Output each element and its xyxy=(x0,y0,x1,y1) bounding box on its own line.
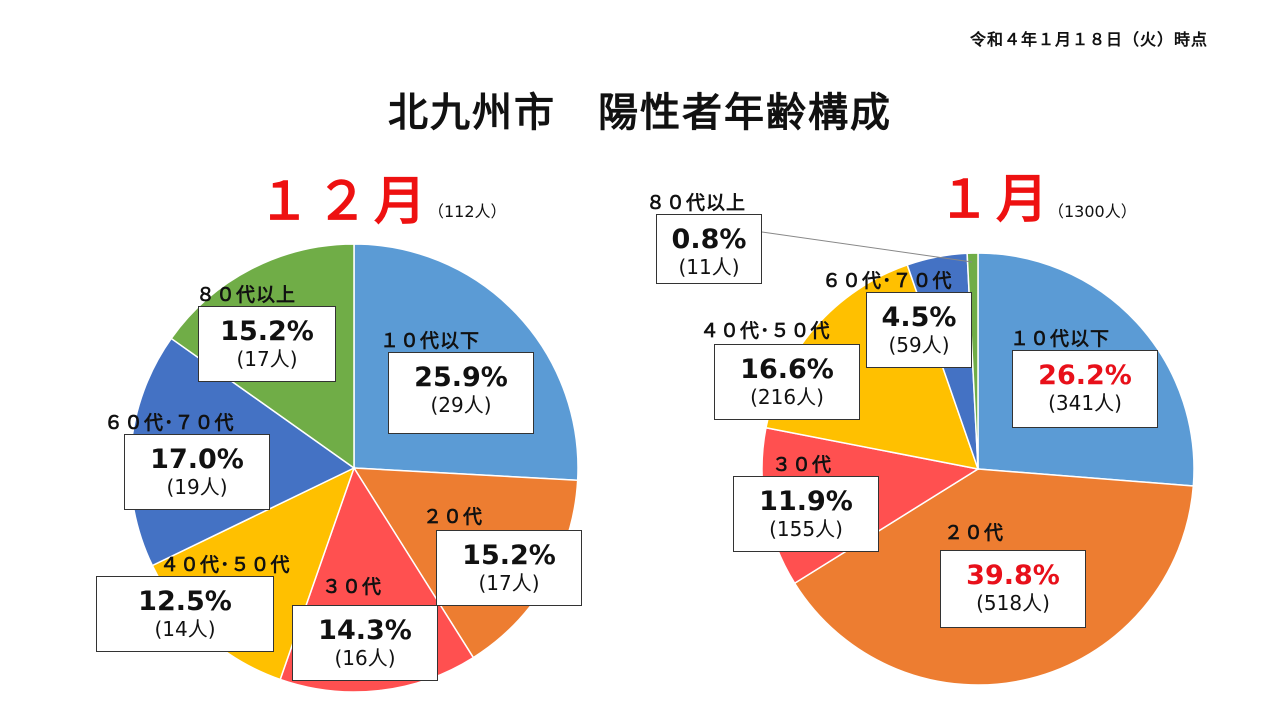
slice-value-box: 4.5% (59人) xyxy=(866,292,972,368)
slice-count: (59人) xyxy=(888,332,950,357)
slice-value-box: 26.2% (341人) xyxy=(1012,350,1158,428)
leader-line xyxy=(761,231,973,263)
slice-value-box: 17.0% (19人) xyxy=(124,434,270,510)
january-heading: １月 xyxy=(938,170,1055,230)
slice-value-box: 14.3% (16人) xyxy=(292,605,438,681)
slice-category-label: ６０代･７０代 xyxy=(104,412,235,434)
slice-count: (19人) xyxy=(166,474,228,499)
page-title: 北九州市 陽性者年齢構成 xyxy=(388,90,892,136)
slice-percent: 4.5% xyxy=(881,302,957,333)
slice-value-box: 16.6% (216人) xyxy=(714,344,860,420)
slice-percent: 11.9% xyxy=(759,486,853,517)
slice-count: (29人) xyxy=(430,392,492,417)
slice-percent: 26.2% xyxy=(1038,360,1132,391)
slice-count: (14人) xyxy=(154,616,216,641)
slice-category-label: ４０代･５０代 xyxy=(160,554,291,576)
slice-category-label: ８０代以上 xyxy=(196,284,297,306)
december-heading: １２月 xyxy=(258,172,433,232)
slice-category-label: ３０代 xyxy=(322,576,383,598)
slice-category-label: ２０代 xyxy=(423,506,484,528)
january-total: （1300人） xyxy=(1048,202,1137,221)
slice-count: (11人) xyxy=(678,254,740,279)
slice-category-label: ８０代以上 xyxy=(646,192,747,214)
slice-value-box: 12.5% (14人) xyxy=(96,576,274,652)
slice-percent: 15.2% xyxy=(220,316,314,347)
slice-value-box: 11.9% (155人) xyxy=(733,476,879,552)
slice-category-label: ２０代 xyxy=(944,522,1005,544)
as-of-date: 令和４年１月１８日（火）時点 xyxy=(969,30,1208,49)
slice-value-box: 39.8% (518人) xyxy=(940,550,1086,628)
slice-percent: 39.8% xyxy=(966,560,1060,591)
december-total: （112人） xyxy=(428,202,507,221)
slice-category-label: ３０代 xyxy=(772,454,833,476)
slice-percent: 15.2% xyxy=(462,540,556,571)
slice-count: (155人) xyxy=(769,516,843,541)
slice-value-box: 15.2% (17人) xyxy=(198,306,336,382)
slice-category-label: ６０代･７０代 xyxy=(822,270,953,292)
slice-count: (216人) xyxy=(750,384,824,409)
slice-percent: 12.5% xyxy=(138,586,232,617)
slice-percent: 16.6% xyxy=(740,354,834,385)
slice-count: (17人) xyxy=(478,570,540,595)
slice-count: (16人) xyxy=(334,645,396,670)
slice-value-box: 25.9% (29人) xyxy=(388,352,534,434)
slice-count: (341人) xyxy=(1048,390,1122,415)
slice-category-label: ４０代･５０代 xyxy=(700,320,831,342)
slice-percent: 17.0% xyxy=(150,444,244,475)
slice-percent: 14.3% xyxy=(318,615,412,646)
slice-category-label: １０代以下 xyxy=(380,330,481,352)
slice-count: (518人) xyxy=(976,590,1050,615)
slice-value-box: 0.8% (11人) xyxy=(656,214,762,284)
slice-value-box: 15.2% (17人) xyxy=(436,530,582,606)
slice-percent: 25.9% xyxy=(414,362,508,393)
slice-category-label: １０代以下 xyxy=(1010,328,1111,350)
slice-count: (17人) xyxy=(236,346,298,371)
slice-percent: 0.8% xyxy=(671,224,747,255)
